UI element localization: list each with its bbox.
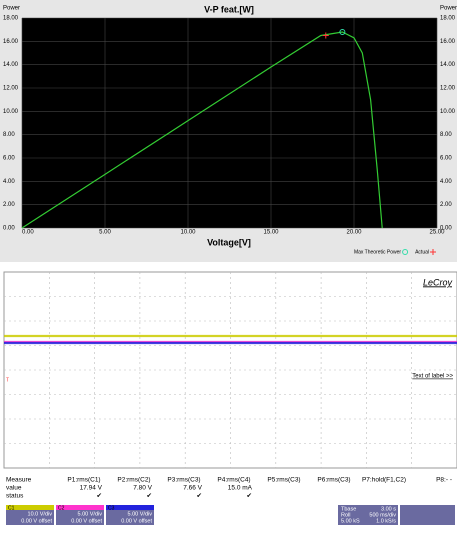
chart-title: V-P feat.[W]	[204, 4, 254, 14]
y-axis-label-right: Power	[440, 6, 457, 12]
measure-cell: 7.66 V	[183, 485, 202, 492]
x-tick-label: 20.00	[346, 230, 362, 236]
measure-header: Measure	[6, 477, 32, 484]
x-tick-label: 10.00	[180, 230, 196, 236]
x-tick-label: 15.00	[263, 230, 279, 236]
measure-header: P4:rms(C4)	[217, 477, 250, 484]
timebase-rate: 1.0 kS/s	[376, 518, 396, 524]
measure-cell: 7.80 V	[133, 485, 152, 492]
channel-name: C2	[58, 505, 65, 511]
y-tick-label-right: 18.00	[440, 16, 456, 22]
separator	[0, 262, 457, 272]
measure-cell: ✔	[247, 493, 253, 500]
x-tick-label: 5.00	[99, 230, 111, 236]
y-tick-label: 14.00	[3, 62, 19, 68]
trigger-box[interactable]	[400, 505, 455, 525]
measure-row-label: value	[6, 485, 22, 492]
y-tick-label: 12.00	[3, 86, 19, 92]
y-tick-label-right: 4.00	[440, 179, 452, 185]
y-tick-label-right: 12.00	[440, 86, 456, 92]
measure-cell: ✔	[97, 493, 103, 500]
y-tick-label-right: 10.00	[440, 109, 456, 115]
measure-header: P7:hold(F1,C2)	[362, 477, 406, 484]
y-tick-label-right: 8.00	[440, 132, 452, 138]
measure-header: P1:rms(C1)	[67, 477, 100, 484]
y-tick-label: 6.00	[3, 156, 15, 162]
y-tick-label-right: 6.00	[440, 156, 452, 162]
channel-offset: 0.00 V offset	[21, 518, 52, 524]
label-link[interactable]: Text of label >>	[412, 374, 453, 380]
x-axis-label: Voltage[V]	[207, 237, 251, 247]
measure-cell: ✔	[147, 493, 153, 500]
y-tick-label-right: 16.00	[440, 39, 456, 45]
screen: V-P feat.[W] Power Power Voltage[V] LeCr…	[0, 0, 457, 548]
channel-scale: 5.00 V/div	[78, 511, 103, 517]
channel-name: C1	[8, 505, 15, 511]
measure-cell: 17.94 V	[80, 485, 103, 492]
legend-label: Actual	[415, 249, 429, 255]
channel-offset: 0.00 V offset	[71, 518, 102, 524]
channel-name: C3	[108, 505, 115, 511]
trigger-marker: T	[6, 377, 9, 383]
measure-header: P6:rms(C3)	[317, 477, 350, 484]
measure-header: P5:rms(C3)	[267, 477, 300, 484]
measure-cell: 15.0 mA	[228, 485, 253, 492]
measure-cell: ✔	[197, 493, 203, 500]
y-tick-label: 8.00	[3, 132, 15, 138]
channel-scale: 10.0 V/div	[28, 511, 53, 517]
y-tick-label-right: 2.00	[440, 202, 452, 208]
y-tick-label: 4.00	[3, 179, 15, 185]
channel-offset: 0.00 V offset	[121, 518, 152, 524]
y-tick-label-right: 14.00	[440, 62, 456, 68]
x-tick-label: 0.00	[22, 230, 34, 236]
measure-header: P3:rms(C3)	[167, 477, 200, 484]
measure-header: P8:- -	[436, 477, 452, 484]
y-tick-label: 18.00	[3, 16, 19, 22]
y-tick-label: 0.00	[3, 226, 15, 232]
channel-scale: 5.00 V/div	[128, 511, 153, 517]
legend-label: Max Theoretic Power	[354, 249, 401, 255]
y-tick-label: 10.00	[3, 109, 19, 115]
measure-row-label: status	[6, 493, 24, 500]
y-axis-label: Power	[3, 6, 20, 12]
y-tick-label: 2.00	[3, 202, 15, 208]
y-tick-label: 16.00	[3, 39, 19, 45]
timebase-samples: 5.00 kS	[341, 518, 360, 524]
plot-area	[22, 18, 437, 228]
measure-header: P2:rms(C2)	[117, 477, 150, 484]
x-tick-label: 25.00	[429, 230, 445, 236]
logo: LeCroy	[423, 277, 453, 287]
